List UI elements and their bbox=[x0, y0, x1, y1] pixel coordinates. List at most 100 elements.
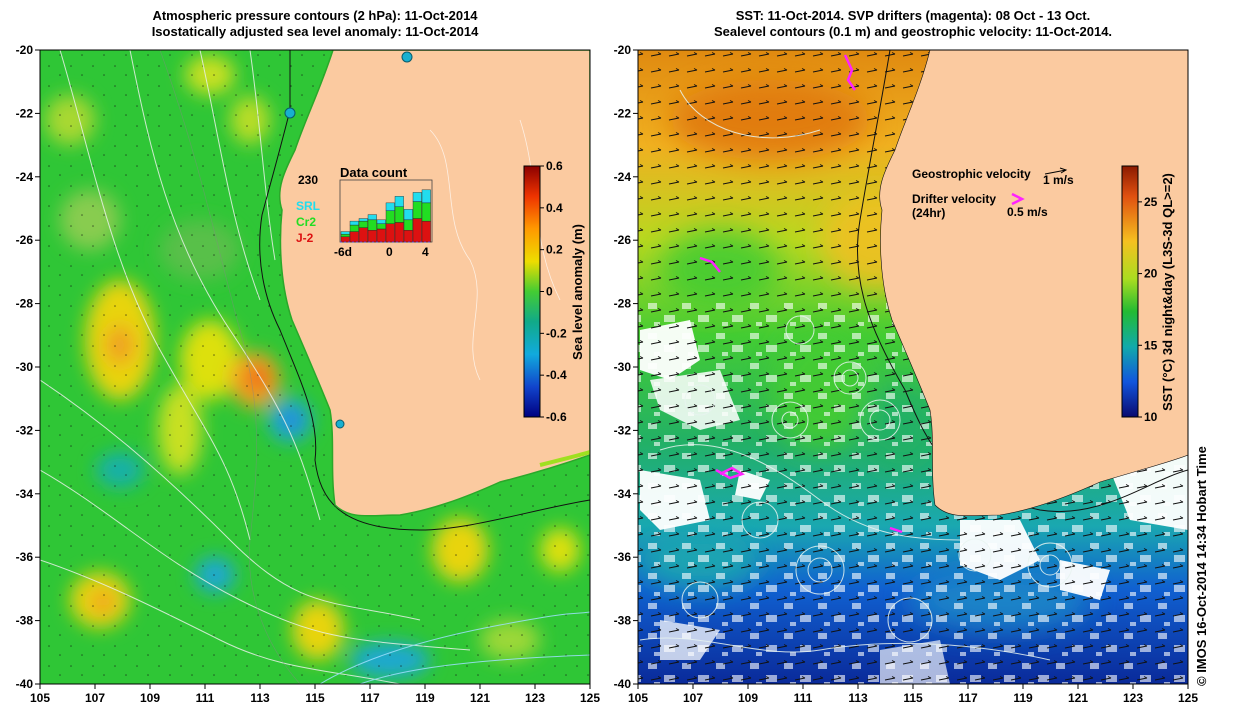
colorbar-tick-label: -0.6 bbox=[546, 410, 567, 424]
lon-tick-label: 117 bbox=[360, 691, 380, 705]
lat-tick-label: -22 bbox=[16, 106, 34, 120]
lat-tick-label: -24 bbox=[16, 170, 34, 184]
lon-tick-label: 105 bbox=[628, 691, 648, 705]
lat-tick-label: -36 bbox=[614, 550, 632, 564]
lat-tick-label: -20 bbox=[16, 43, 34, 57]
lat-tick-label: -22 bbox=[614, 106, 632, 120]
colorbar-tick-label: 0.4 bbox=[546, 201, 563, 215]
lon-tick-label: 121 bbox=[1068, 691, 1088, 705]
colorbar-tick-label: -0.4 bbox=[546, 368, 567, 382]
lat-tick-label: -24 bbox=[614, 170, 632, 184]
right-title: SST: 11-Oct-2014. SVP drifters (magenta)… bbox=[638, 8, 1188, 40]
lat-tick-label: -30 bbox=[614, 360, 632, 374]
drifter-tracks bbox=[699, 54, 903, 534]
count-bar-j2 bbox=[385, 223, 395, 243]
lat-tick-label: -36 bbox=[16, 550, 34, 564]
lat-tick-label: -34 bbox=[16, 487, 34, 501]
count-bar-srl bbox=[376, 219, 386, 224]
lon-tick-label: 105 bbox=[30, 691, 50, 705]
velocity-legend: Geostrophic velocity 1 m/s Drifter veloc… bbox=[912, 167, 1074, 220]
lon-tick-label: 121 bbox=[470, 691, 490, 705]
legend-j2: J-2 bbox=[296, 231, 314, 245]
count-tick-zero: 0 bbox=[386, 245, 393, 259]
lon-tick-label: 109 bbox=[140, 691, 160, 705]
drifter-label: Drifter velocity bbox=[912, 192, 996, 206]
count-tick-start: -6d bbox=[334, 245, 352, 259]
count-bar-cr2 bbox=[421, 202, 431, 222]
lon-tick-label: 111 bbox=[794, 691, 813, 705]
lon-tick-label: 109 bbox=[738, 691, 758, 705]
legend-cr2: Cr2 bbox=[296, 215, 316, 229]
lon-tick-label: 117 bbox=[958, 691, 978, 705]
drifter-scale: 0.5 m/s bbox=[1007, 205, 1048, 219]
left-title-line2: Isostatically adjusted sea level anomaly… bbox=[151, 24, 479, 39]
lat-tick-label: -32 bbox=[614, 423, 632, 437]
lon-tick-label: 119 bbox=[415, 691, 435, 705]
lon-tick-label: 115 bbox=[903, 691, 923, 705]
lon-tick-label: 113 bbox=[250, 691, 270, 705]
lon-tick-label: 125 bbox=[580, 691, 600, 705]
count-bar-srl bbox=[421, 189, 431, 204]
geostrophic-scale-arrow bbox=[1044, 169, 1067, 175]
count-bar-cr2 bbox=[385, 210, 395, 224]
sla-colorbar-label: Sea level anomaly (m) bbox=[570, 224, 585, 360]
lat-tick-label: -32 bbox=[16, 423, 34, 437]
lat-tick-label: -38 bbox=[614, 614, 632, 628]
lat-tick-label: -38 bbox=[16, 614, 34, 628]
lat-tick-label: -34 bbox=[614, 487, 632, 501]
count-bar-j2 bbox=[394, 222, 404, 243]
colorbar-tick-label: 10 bbox=[1144, 410, 1158, 424]
lon-tick-label: 107 bbox=[683, 691, 703, 705]
lon-tick-label: 115 bbox=[305, 691, 325, 705]
lon-tick-label: 107 bbox=[85, 691, 105, 705]
count-bar-j2 bbox=[358, 227, 368, 243]
colorbar-tick-label: -0.2 bbox=[546, 326, 567, 340]
lat-tick-label: -26 bbox=[16, 233, 34, 247]
count-bar-cr2 bbox=[349, 224, 359, 232]
count-bar-srl bbox=[394, 196, 404, 207]
lat-tick-label: -40 bbox=[614, 677, 632, 691]
left-title-line1: Atmospheric pressure contours (2 hPa): 1… bbox=[152, 8, 478, 23]
lon-tick-label: 113 bbox=[848, 691, 868, 705]
count-bar-j2 bbox=[367, 230, 377, 243]
left-title: Atmospheric pressure contours (2 hPa): 1… bbox=[40, 8, 590, 40]
right-title-line1: SST: 11-Oct-2014. SVP drifters (magenta)… bbox=[735, 8, 1091, 23]
right-map bbox=[638, 50, 1188, 684]
count-bar-srl bbox=[385, 202, 395, 211]
imos-credit: © IMOS 16-Oct-2014 14:34 Hobart Time bbox=[1194, 446, 1209, 686]
data-count-title: Data count bbox=[340, 165, 408, 180]
lon-tick-label: 119 bbox=[1013, 691, 1033, 705]
count-bar-j2 bbox=[340, 236, 350, 243]
bathymetry-contour bbox=[259, 50, 590, 531]
geostrophic-label: Geostrophic velocity bbox=[912, 167, 1031, 181]
lon-tick-label: 125 bbox=[1178, 691, 1198, 705]
lat-tick-label: -28 bbox=[614, 297, 632, 311]
count-bar-j2 bbox=[376, 228, 386, 243]
colorbar-tick-label: 25 bbox=[1144, 195, 1158, 209]
lat-tick-label: -20 bbox=[614, 43, 632, 57]
lat-tick-label: -30 bbox=[16, 360, 34, 374]
colorbar-tick-label: 15 bbox=[1144, 338, 1158, 352]
count-bar-srl bbox=[358, 218, 368, 222]
right-australia-land bbox=[879, 50, 1188, 517]
data-count-max: 230 bbox=[298, 173, 318, 187]
count-bar-j2 bbox=[403, 230, 413, 243]
data-count-inset: 230 Data count SRL Cr2 J-2 -6d 0 4 bbox=[296, 165, 433, 259]
count-bar-srl bbox=[349, 220, 359, 226]
geostrophic-scale: 1 m/s bbox=[1043, 173, 1074, 187]
count-bar-j2 bbox=[421, 220, 431, 243]
count-bar-srl bbox=[367, 214, 377, 221]
count-bar-cr2 bbox=[412, 201, 422, 219]
count-bar-cr2 bbox=[394, 206, 404, 223]
drifter-sub: (24hr) bbox=[912, 206, 945, 220]
lon-tick-label: 123 bbox=[1123, 691, 1143, 705]
right-bathymetry-contour bbox=[857, 50, 1188, 512]
colorbar-tick-label: 0.6 bbox=[546, 159, 563, 173]
count-bar-cr2 bbox=[367, 219, 377, 231]
count-tick-end: 4 bbox=[422, 245, 429, 259]
left-australia-land bbox=[278, 50, 590, 517]
count-bar-cr2 bbox=[403, 219, 413, 231]
